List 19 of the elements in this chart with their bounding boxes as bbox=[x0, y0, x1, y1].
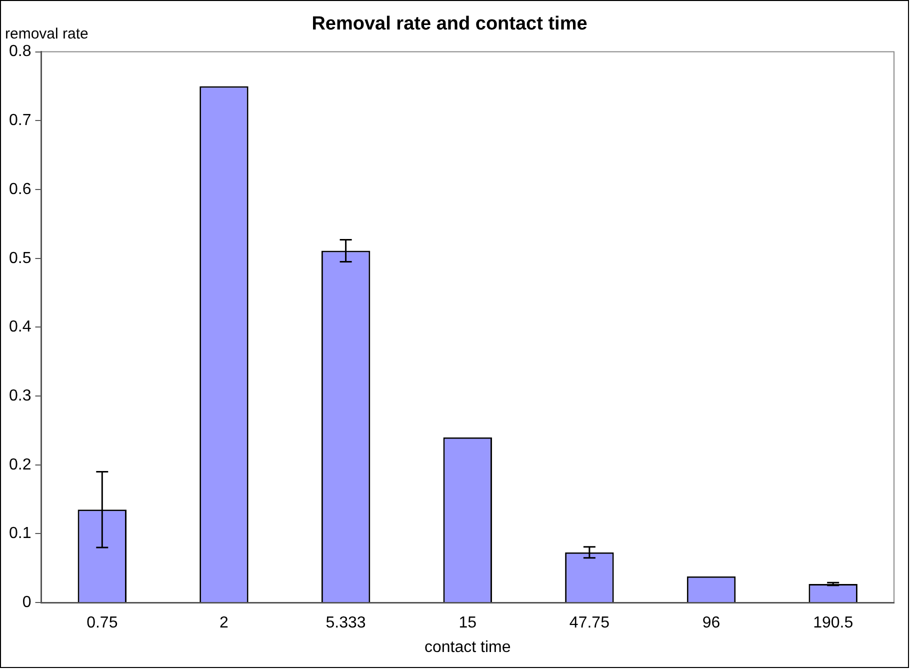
x-tick-label: 190.5 bbox=[813, 614, 854, 632]
x-axis-title: contact time bbox=[424, 638, 511, 656]
y-tick-label: 0.8 bbox=[8, 43, 32, 60]
x-tick-label: 0.75 bbox=[86, 614, 118, 632]
x-tick-label: 15 bbox=[458, 614, 477, 632]
x-tick-label: 5.333 bbox=[326, 614, 366, 632]
x-tick-label: 96 bbox=[702, 614, 720, 632]
y-tick-label: 0.5 bbox=[8, 250, 32, 267]
y-tick-label: 0.6 bbox=[8, 180, 32, 198]
y-tick-label: 0.2 bbox=[8, 456, 32, 474]
y-tick-label: 0.3 bbox=[8, 387, 32, 404]
y-tick-label: 0.7 bbox=[8, 112, 32, 130]
y-axis-title: removal rate bbox=[5, 25, 88, 42]
chart-title: Removal rate and contact time bbox=[312, 14, 588, 35]
y-tick-label: 0.4 bbox=[8, 318, 32, 336]
x-tick-label: 2 bbox=[220, 614, 229, 632]
y-tick-label: 0.1 bbox=[8, 525, 32, 542]
x-tick-label: 47.75 bbox=[569, 614, 610, 632]
y-tick-label: 0 bbox=[22, 594, 32, 612]
